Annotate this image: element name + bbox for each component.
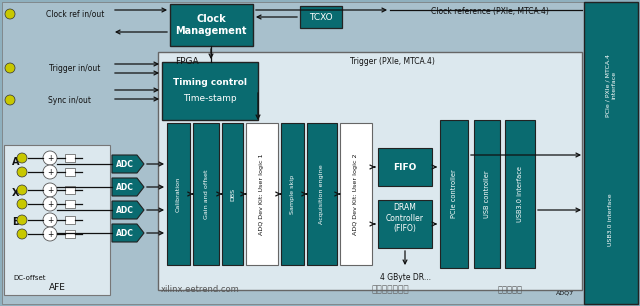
Text: A: A: [12, 157, 19, 167]
Text: Calibration: Calibration: [176, 176, 181, 212]
Circle shape: [43, 227, 57, 241]
Text: X: X: [12, 188, 19, 198]
Text: TCXO: TCXO: [309, 13, 333, 21]
Text: Trigger (PXIe, MTCA.4): Trigger (PXIe, MTCA.4): [350, 57, 435, 65]
Text: +: +: [47, 215, 53, 225]
Text: PCIe / PXIe / MTCA.4
interface: PCIe / PXIe / MTCA.4 interface: [605, 54, 616, 117]
Bar: [378, 200, 432, 248]
Text: Acquisition engine: Acquisition engine: [319, 164, 324, 224]
Circle shape: [5, 9, 15, 19]
Circle shape: [17, 215, 27, 225]
Bar: [584, 2, 638, 304]
Text: ADC: ADC: [116, 159, 134, 169]
Circle shape: [17, 167, 27, 177]
Circle shape: [43, 165, 57, 179]
Circle shape: [43, 213, 57, 227]
Text: Sample skip: Sample skip: [290, 174, 295, 214]
Polygon shape: [112, 224, 144, 242]
Bar: [340, 123, 372, 265]
Polygon shape: [112, 178, 144, 196]
Text: PCIe controller: PCIe controller: [451, 170, 457, 218]
Text: ADC: ADC: [116, 229, 134, 237]
Bar: [65, 154, 75, 162]
Text: Clock
Management: Clock Management: [175, 14, 247, 36]
Circle shape: [43, 151, 57, 165]
Text: B: B: [12, 217, 19, 227]
Circle shape: [17, 153, 27, 163]
Bar: [170, 4, 253, 46]
Bar: [162, 62, 258, 120]
Text: +: +: [47, 154, 53, 162]
Text: USB3.0 interface: USB3.0 interface: [609, 194, 614, 246]
Text: xilinx.eetrend.com: xilinx.eetrend.com: [161, 285, 239, 294]
Text: 4 GByte DR...: 4 GByte DR...: [380, 274, 431, 282]
Bar: [505, 120, 535, 268]
Text: Time-stamp: Time-stamp: [183, 94, 237, 103]
Bar: [378, 148, 432, 186]
Text: USB3.0 interface: USB3.0 interface: [517, 166, 523, 222]
Circle shape: [5, 63, 15, 73]
Text: 电子发烧友: 电子发烧友: [497, 285, 522, 294]
Text: Clock reference (PXIe, MTCA.4): Clock reference (PXIe, MTCA.4): [431, 7, 549, 16]
Polygon shape: [112, 155, 144, 173]
Text: FPGA: FPGA: [175, 57, 198, 65]
Circle shape: [17, 185, 27, 195]
Bar: [440, 120, 468, 268]
Bar: [281, 123, 304, 265]
Text: DC-offset: DC-offset: [13, 275, 45, 281]
Text: Sync in/out: Sync in/out: [49, 95, 92, 105]
Text: ADQ7: ADQ7: [556, 290, 574, 296]
Text: FIFO: FIFO: [394, 162, 417, 171]
Bar: [65, 186, 75, 194]
Bar: [65, 168, 75, 176]
Text: +: +: [47, 185, 53, 195]
Bar: [300, 6, 342, 28]
Text: ADQ Dev Kit: User logic 1: ADQ Dev Kit: User logic 1: [259, 153, 264, 235]
Bar: [246, 123, 278, 265]
Text: Clock ref in/out: Clock ref in/out: [46, 9, 104, 18]
Text: Gain and offset: Gain and offset: [204, 169, 209, 219]
Text: Timing control: Timing control: [173, 77, 247, 87]
Bar: [4, 145, 110, 295]
Bar: [65, 200, 75, 208]
Text: ADQ Dev Kit: User logic 2: ADQ Dev Kit: User logic 2: [353, 153, 358, 235]
Text: Trigger in/out: Trigger in/out: [49, 64, 100, 73]
Bar: [222, 123, 243, 265]
Circle shape: [5, 95, 15, 105]
Bar: [65, 216, 75, 224]
Text: +: +: [47, 200, 53, 208]
Text: +: +: [47, 167, 53, 177]
Circle shape: [43, 183, 57, 197]
Circle shape: [17, 199, 27, 209]
Circle shape: [43, 197, 57, 211]
Circle shape: [17, 229, 27, 239]
Text: AFE: AFE: [49, 283, 65, 293]
Text: DBS: DBS: [230, 188, 235, 200]
Text: ADC: ADC: [116, 182, 134, 192]
Bar: [158, 52, 582, 290]
Bar: [65, 230, 75, 238]
Polygon shape: [112, 201, 144, 219]
Bar: [193, 123, 219, 265]
Text: USB controller: USB controller: [484, 170, 490, 218]
Text: DRAM
Controller
(FIFO): DRAM Controller (FIFO): [386, 203, 424, 233]
Text: 赛灵思中文社区: 赛灵思中文社区: [371, 285, 409, 294]
Text: ADC: ADC: [116, 206, 134, 215]
Bar: [167, 123, 190, 265]
Text: +: +: [47, 230, 53, 238]
Bar: [474, 120, 500, 268]
Bar: [307, 123, 337, 265]
